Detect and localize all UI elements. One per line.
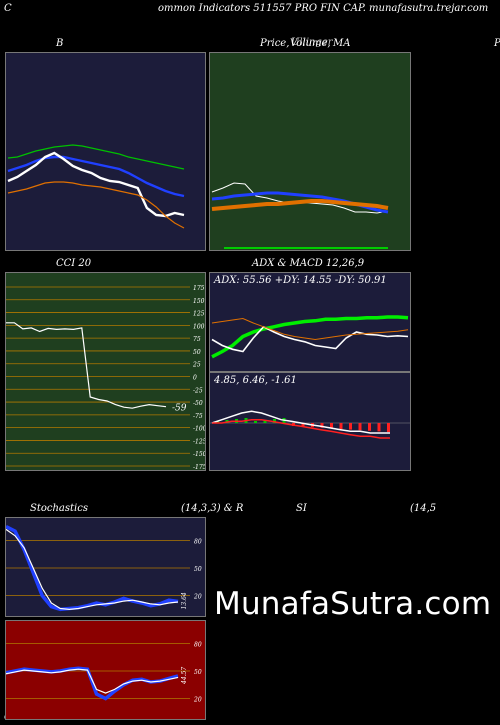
stoch-series-2-line (5, 528, 179, 611)
rsi-tick-label: 50 (194, 669, 202, 676)
adx-series-2-line (211, 325, 409, 353)
page-title: ommon Indicators 511557 PRO FIN CAP. mun… (158, 3, 489, 14)
cci-tick-label: -100 (193, 426, 205, 433)
adx-readout: ADX: 55.56 +DY: 14.55 -DY: 50.91 (214, 275, 387, 286)
cci-tick-label: 125 (193, 311, 205, 318)
cci-panel: 175 150 125 100 75 50 25 0 -25 -50 -75 -100 -125 -150… (5, 272, 207, 471)
stoch-tick-label: 20 (193, 594, 202, 601)
rsi-chart: 80 50 20 44.57 (5, 641, 202, 704)
stoch-title-left: Stochastics (30, 503, 88, 514)
price-panel (209, 52, 411, 251)
cci-tick-label: 50 (193, 349, 201, 356)
rsi-last-value: 44.57 (181, 667, 188, 685)
cci-tick-label: -25 (193, 387, 203, 394)
bollinger-series-4-line (7, 181, 185, 229)
rsi-tick-label: 80 (194, 641, 202, 648)
rsi-title-params: (14,5 (410, 503, 437, 514)
cci-tick-label: 100 (193, 323, 205, 330)
cci-tick-label: 75 (193, 336, 201, 343)
macd-histogram-bar (216, 421, 219, 423)
macd-histogram-bar (301, 423, 305, 427)
rsi-series-1-line (5, 666, 179, 701)
stoch-series-1-line (5, 525, 179, 612)
bollinger-chart (7, 144, 185, 229)
rsi-title-si: SI (296, 503, 307, 514)
price-title-b: Volume, (290, 38, 331, 49)
rsi-panel: 80 50 20 44.57 (5, 620, 206, 720)
macd-series-1-line (211, 410, 390, 434)
cci-tick-label: -150 (193, 451, 205, 458)
bollinger-panel (5, 52, 206, 251)
price-title-a: Price, (260, 38, 290, 49)
macd-series-2-line (212, 418, 390, 439)
macd-histogram-bar (349, 423, 352, 430)
stoch-tick-label: 50 (194, 566, 202, 573)
price-title-overlay: Ullinger (291, 37, 333, 48)
macd-histogram-bar (273, 419, 276, 423)
adx-chart (211, 315, 409, 359)
adx-series-1-line (211, 315, 409, 359)
macd-histogram-bar (387, 423, 390, 432)
cci-tick-label: 175 (193, 285, 205, 292)
stoch-tick-label: 80 (194, 538, 202, 545)
adx-title: ADX & MACD 12,26,9 (252, 258, 365, 269)
cci-chart: 175 150 125 100 75 50 25 0 -25 -50 -75 -100 -125 -150… (6, 285, 207, 471)
adx-series-3-line (211, 317, 409, 341)
macd-histogram-bar (368, 423, 371, 431)
macd-histogram-bar (254, 421, 257, 423)
cci-tick-label: 25 (192, 362, 201, 369)
cci-last-value: -59 (172, 404, 187, 414)
stoch-title-mid: (14,3,3) & R (181, 503, 244, 514)
price-series-3-line (211, 199, 389, 211)
macd-histogram-bar (358, 423, 362, 431)
macd-histogram-bar (330, 423, 333, 429)
price-title-c: MA (333, 38, 351, 49)
macd-readout: 4.85, 6.46, -1.61 (214, 375, 297, 386)
cci-tick-label: 150 (193, 298, 205, 305)
cci-tick-label: -50 (193, 400, 203, 407)
cci-tick-label: 0 (193, 375, 197, 382)
header-right-letter: P (494, 38, 500, 49)
cci-title: CCI 20 (56, 258, 92, 269)
cci-tick-label: -125 (193, 438, 205, 445)
watermark: MunafaSutra.com (214, 586, 492, 622)
rsi-series-2-line (5, 668, 179, 694)
macd-histogram-bar (377, 423, 381, 432)
bollinger-series-3-line (7, 151, 185, 218)
bollinger-series-1-line (7, 144, 185, 170)
cci-tick-label: -175 (193, 464, 205, 470)
price-chart (211, 182, 389, 249)
macd-histogram-bar (320, 423, 324, 428)
stoch-last-value: 13.64 (181, 592, 188, 609)
macd-chart (210, 410, 410, 439)
bollinger-title: B (56, 38, 64, 49)
macd-histogram-bar (263, 420, 267, 423)
stochastics-chart: 80 50 20 13.64 (5, 525, 202, 612)
stochastics-panel: 80 50 20 13.64 (5, 517, 206, 617)
bollinger-series-2-line (7, 155, 185, 198)
header-left-letter: C (4, 3, 12, 14)
cci-tick-label: -75 (193, 413, 203, 420)
cci-series-1-line (6, 322, 167, 409)
macd-panel: 4.85, 6.46, -1.61 (209, 372, 411, 471)
rsi-tick-label: 20 (193, 697, 202, 704)
adx-panel: ADX: 55.56 +DY: 14.55 -DY: 50.91 (209, 272, 411, 372)
macd-histogram-bar (339, 423, 343, 429)
